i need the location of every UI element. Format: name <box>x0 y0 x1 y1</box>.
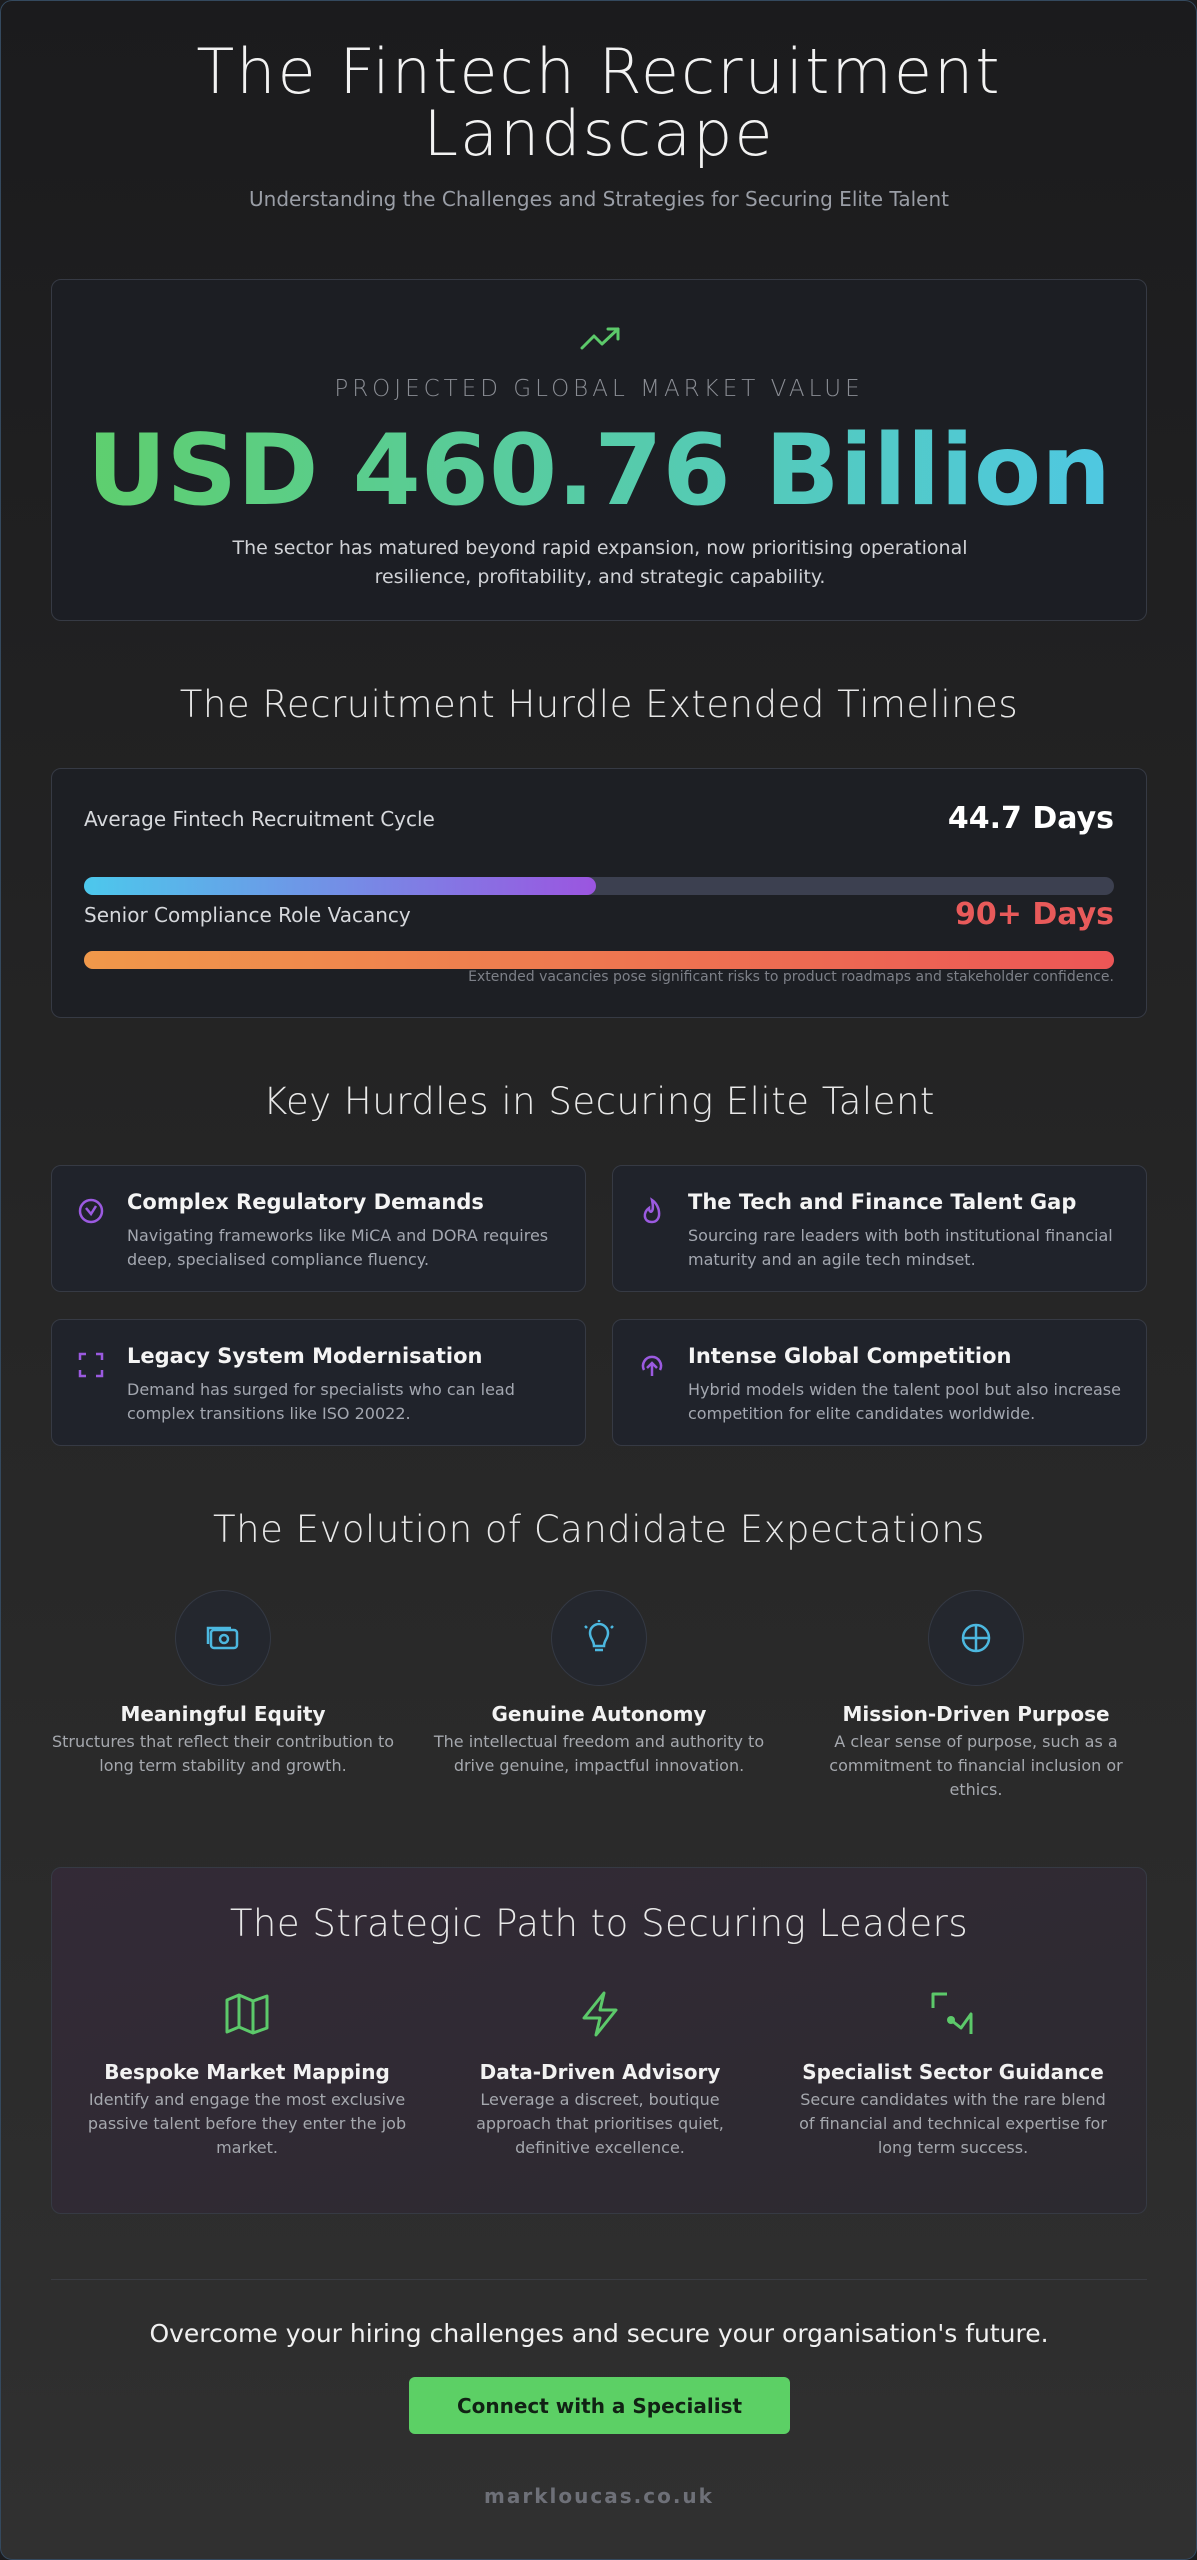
market-value: USD 460.76 Billion <box>52 416 1146 526</box>
icon <box>78 1198 104 1224</box>
icon <box>641 1355 663 1376</box>
hurdle-card: Intense Global Competition Hybrid models… <box>612 1319 1147 1446</box>
hurdle-card: Complex Regulatory Demands Navigating fr… <box>51 1165 586 1292</box>
hurdle-grid: Complex Regulatory Demands Navigating fr… <box>51 1165 1147 1446</box>
metric-value: 44.7 Days <box>947 801 1114 836</box>
title: The Fintech Recruitment Landscape <box>196 35 1002 170</box>
strategy-title: Specialist Sector Guidance <box>802 2060 1104 2084</box>
hurdle-card: The Tech and Finance Talent Gap Sourcing… <box>612 1165 1147 1292</box>
bar-fill <box>84 877 596 895</box>
metric-label: Average Fintech Recruitment Cycle <box>84 807 435 831</box>
icon <box>643 1197 661 1224</box>
section-title: Key Hurdles in Securing Elite Talent <box>263 1080 935 1123</box>
icon <box>225 1993 269 2035</box>
icon <box>582 1991 618 2037</box>
timeline-card: Average Fintech Recruitment Cycle 44.7 D… <box>51 768 1147 1018</box>
hurdle-text: Hybrid models widen the talent pool but … <box>688 1380 1121 1423</box>
cta-button[interactable]: Connect with a Specialist <box>409 2377 790 2434</box>
trend-icon <box>580 327 620 350</box>
footer: markloucas.co.uk <box>484 2484 714 2508</box>
hurdle-title: Intense Global Competition <box>688 1344 1012 1368</box>
strategy-item: Data-Driven Advisory Leverage a discreet… <box>420 1990 780 2160</box>
icon <box>931 1992 973 2034</box>
expectation: Mission-Driven Purpose A clear sense of … <box>796 1590 1156 1802</box>
expectation: Genuine Autonomy The intellectual freedo… <box>419 1590 779 1778</box>
section-title: The Strategic Path to Securing Leaders <box>229 1902 969 1945</box>
strategy-title: Bespoke Market Mapping <box>104 2060 390 2084</box>
strategy-item: Specialist Sector Guidance Secure candid… <box>773 1990 1133 2160</box>
metric-label: Senior Compliance Role Vacancy <box>84 903 411 927</box>
metric-value: 90+ Days <box>955 897 1114 932</box>
market-description: The sector has matured beyond rapid expa… <box>232 537 968 588</box>
hurdle-title: Complex Regulatory Demands <box>127 1190 484 1214</box>
hurdle-text: Navigating frameworks like MiCA and DORA… <box>127 1226 549 1269</box>
icon <box>78 1352 104 1378</box>
expectation-text: A clear sense of purpose, such as a comm… <box>829 1732 1123 1799</box>
bar-fill <box>84 951 1114 969</box>
section-title: The Evolution of Candidate Expectations <box>213 1508 985 1551</box>
expectation-text: The intellectual freedom and authority t… <box>433 1732 765 1775</box>
strategy-title: Data-Driven Advisory <box>479 2060 721 2084</box>
market-label: PROJECTED GLOBAL MARKET VALUE <box>334 376 864 402</box>
strategy-text: Leverage a discreet, boutique approach t… <box>476 2090 724 2157</box>
icon <box>961 1623 991 1653</box>
expectation-title: Mission-Driven Purpose <box>842 1702 1110 1726</box>
hurdle-text: Sourcing rare leaders with both institut… <box>688 1226 1113 1269</box>
market-card: PROJECTED GLOBAL MARKET VALUE USD 460.76… <box>51 279 1147 621</box>
section-title: The Recruitment Hurdle Extended Timeline… <box>179 683 1019 726</box>
subtitle: Understanding the Challenges and Strateg… <box>249 187 949 211</box>
strategy-card: The Strategic Path to Securing Leaders B… <box>51 1867 1147 2214</box>
bar-track <box>84 877 1114 895</box>
expectation-title: Genuine Autonomy <box>491 1702 707 1726</box>
expectation-text: Structures that reflect their contributi… <box>51 1732 395 1775</box>
hurdle-text: Demand has surged for specialists who ca… <box>127 1380 515 1423</box>
bar-track <box>84 951 1114 969</box>
strategy-text: Identify and engage the most exclusive p… <box>87 2090 407 2157</box>
expectation: Meaningful Equity Structures that reflec… <box>43 1590 403 1778</box>
hurdle-card: Legacy System Modernisation Demand has s… <box>51 1319 586 1446</box>
hurdle-title: The Tech and Finance Talent Gap <box>688 1190 1077 1214</box>
hurdle-title: Legacy System Modernisation <box>127 1344 483 1368</box>
icon <box>584 1620 614 1652</box>
strategy-item: Bespoke Market Mapping Identify and enga… <box>67 1990 427 2160</box>
strategy-text: Secure candidates with the rare blend of… <box>799 2090 1107 2157</box>
divider <box>51 2279 1147 2280</box>
icon <box>206 1626 239 1650</box>
timeline-note: Extended vacancies pose significant risk… <box>468 969 1114 985</box>
cta-text: Overcome your hiring challenges and secu… <box>149 2319 1049 2348</box>
expectation-title: Meaningful Equity <box>120 1702 326 1726</box>
